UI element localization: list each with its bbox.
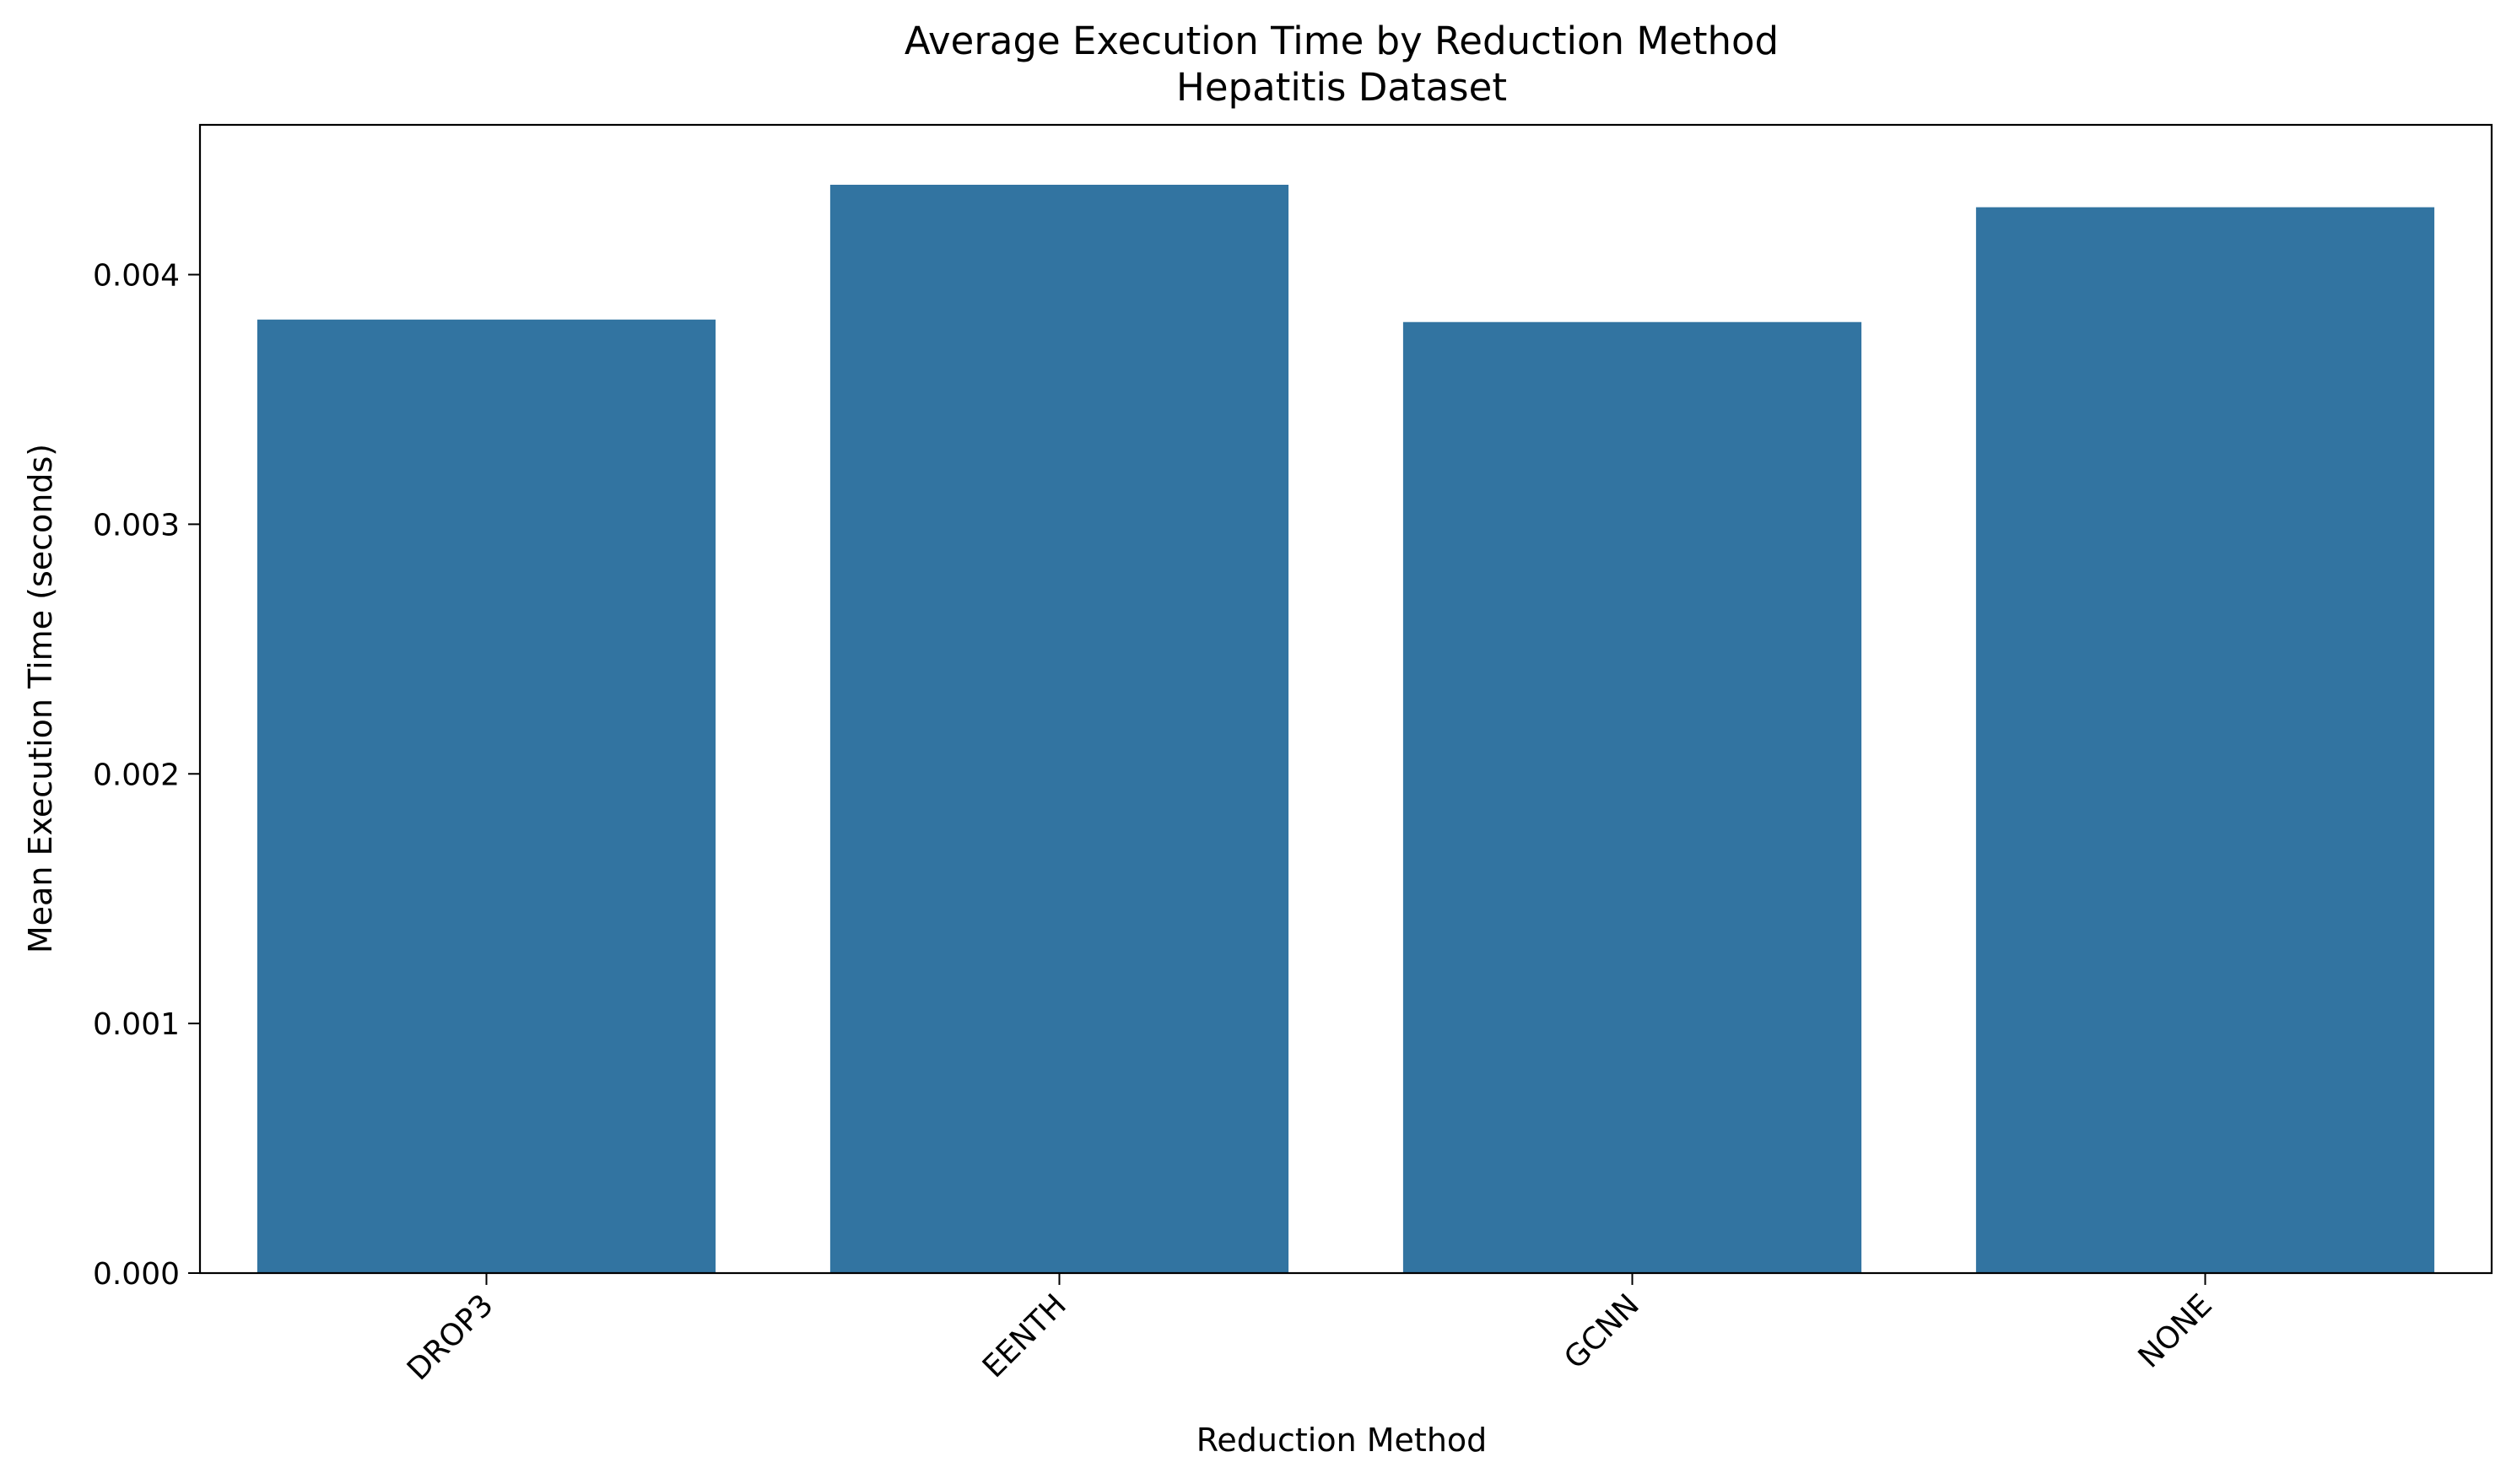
bar-none: [1975, 207, 2435, 1273]
x-tick-label: NONE: [2132, 1287, 2219, 1374]
bar-gcnn: [1402, 321, 1862, 1274]
x-tick-label: EENTH: [976, 1287, 1073, 1384]
x-tick-label: GCNN: [1558, 1287, 1646, 1376]
bar-eenth: [829, 185, 1289, 1274]
plot-frame: [198, 123, 2493, 1275]
y-tick-label: 0.001: [93, 1007, 180, 1042]
y-tick-label: 0.000: [93, 1257, 180, 1292]
y-axis-label: Mean Execution Time (seconds): [22, 444, 59, 953]
x-axis-label: Reduction Method: [1196, 1422, 1488, 1459]
bar-series: [257, 185, 2435, 1274]
chart-subtitle: Hepatitis Dataset: [1176, 65, 1507, 110]
chart-title: Average Execution Time by Reduction Meth…: [905, 19, 1779, 63]
y-axis: 0.000 0.001 0.002 0.003 0.004: [93, 259, 200, 1292]
y-tick-label: 0.004: [93, 259, 180, 294]
x-axis: DROP3 EENTH GCNN NONE: [401, 1273, 2219, 1387]
bar-drop3: [257, 319, 716, 1273]
y-tick-label: 0.002: [93, 758, 180, 792]
y-tick-label: 0.003: [93, 508, 180, 542]
x-tick-label: DROP3: [401, 1287, 500, 1387]
